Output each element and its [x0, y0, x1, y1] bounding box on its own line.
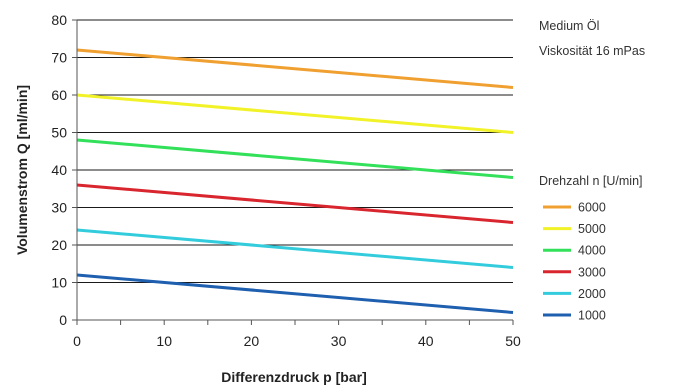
series-lines: [76, 48, 514, 314]
y-tick-label: 40: [51, 162, 67, 178]
y-tick-label: 20: [51, 237, 67, 253]
legend-label-6000: 6000: [578, 201, 606, 215]
series-line-3000: [76, 183, 514, 224]
x-tick-label: 0: [73, 333, 81, 349]
axes: [72, 19, 514, 325]
y-tick-label: 80: [51, 12, 67, 28]
y-tick-label: 30: [51, 200, 67, 216]
legend-label-5000: 5000: [578, 222, 606, 236]
y-tick-label: 60: [51, 87, 67, 103]
y-tick-label: 10: [51, 275, 67, 291]
legend-title: Drehzahl n [U/min]: [539, 174, 643, 188]
legend: 6000 5000 4000 3000 2000 1000: [543, 201, 606, 323]
note-viscosity: Viskosität 16 mPas: [539, 44, 645, 58]
x-axis-title: Differenzdruck p [bar]: [221, 369, 366, 385]
x-tick-labels: 0 10 20 30 40 50: [73, 333, 521, 349]
series-line-4000: [76, 138, 514, 179]
x-tick-label: 40: [418, 333, 434, 349]
x-tick-label: 20: [244, 333, 260, 349]
y-tick-label: 0: [59, 312, 67, 328]
x-tick-label: 50: [505, 333, 521, 349]
x-tick-label: 10: [156, 333, 172, 349]
legend-label-3000: 3000: [578, 265, 606, 279]
series-line-1000: [76, 273, 514, 314]
series-line-2000: [76, 228, 514, 269]
x-tick-label: 30: [331, 333, 347, 349]
series-line-5000: [76, 93, 514, 134]
y-axis-title: Volumenstrom Q [ml/min]: [14, 85, 30, 255]
y-tick-labels: 0 10 20 30 40 50 60 70 80: [51, 12, 67, 328]
series-line-6000: [76, 48, 514, 89]
y-tick-label: 50: [51, 125, 67, 141]
gridlines: [77, 19, 513, 283]
y-tick-label: 70: [51, 50, 67, 66]
legend-label-2000: 2000: [578, 287, 606, 301]
legend-label-1000: 1000: [578, 309, 606, 323]
legend-label-4000: 4000: [578, 244, 606, 258]
note-medium: Medium Öl: [539, 19, 599, 33]
